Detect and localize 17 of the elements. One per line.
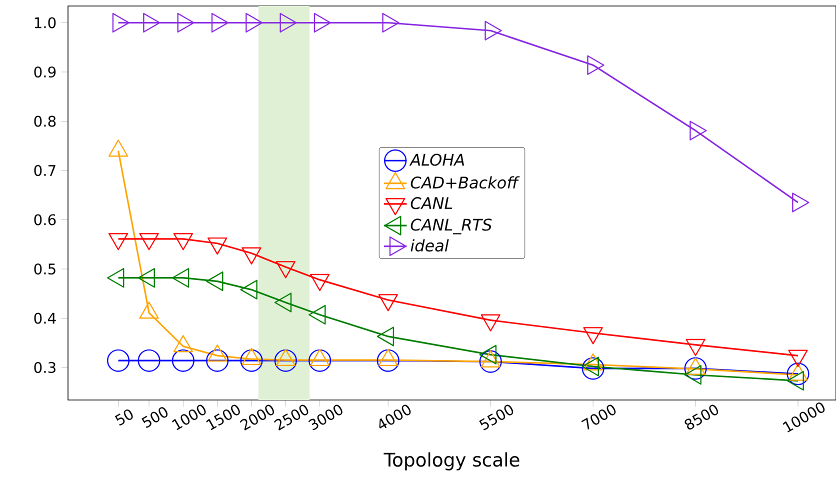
y-tick-label: 0.6 xyxy=(34,214,56,226)
x-tick-label: 4000 xyxy=(379,404,411,428)
legend-label: ALOHA xyxy=(409,154,464,166)
legend-label: ideal xyxy=(410,239,449,252)
legend-label: CAD+Backoff xyxy=(410,176,520,189)
y-tick-label: 0.4 xyxy=(34,312,56,324)
legend-label: CANL xyxy=(410,197,452,210)
legend-label: CANL_RTS xyxy=(410,218,492,234)
y-tick-label: 0.9 xyxy=(34,66,56,78)
y-tick-label: 0.5 xyxy=(34,263,56,275)
x-tick-label: 50 xyxy=(114,409,133,426)
y-tick-label: 1.0 xyxy=(34,17,56,28)
y-tick-label: 0.7 xyxy=(34,164,56,176)
y-tick-label: 0.8 xyxy=(34,116,56,127)
x-axis-title: Topology scale xyxy=(384,452,520,470)
y-tick-label: 0.3 xyxy=(34,362,56,374)
x-tick-label: 500 xyxy=(142,407,168,428)
